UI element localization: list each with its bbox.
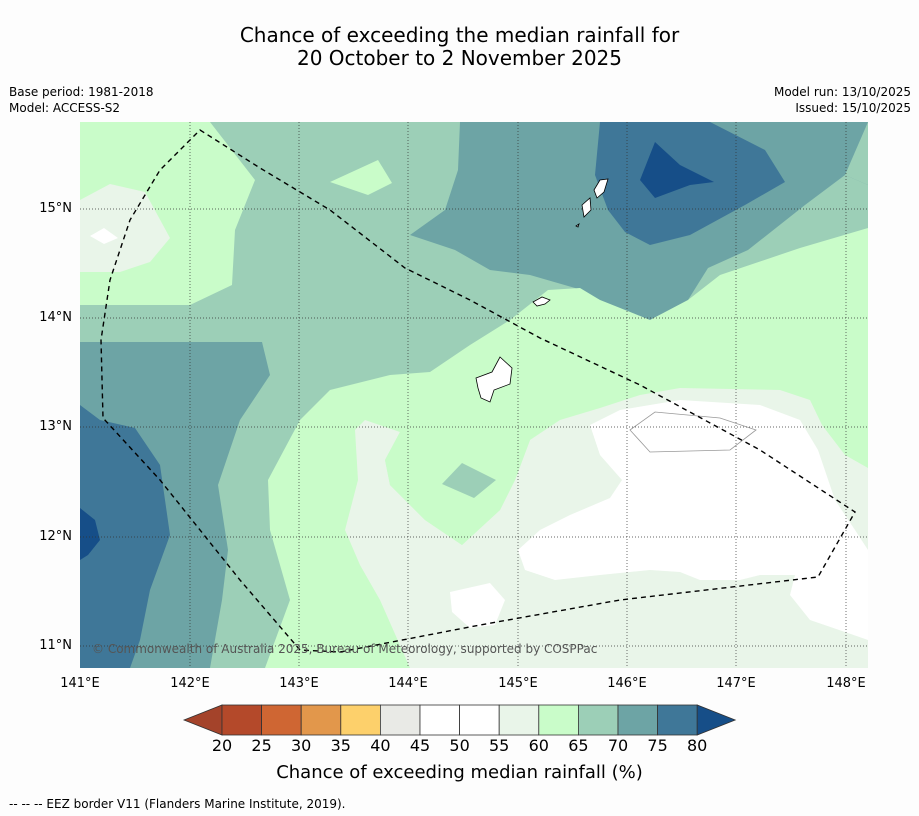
lat-tick-13: 13°N	[39, 419, 72, 434]
contour-45-50-line	[629, 411, 757, 453]
base-period-label: Base period: 1981-2018	[9, 85, 154, 99]
guam-island	[475, 356, 513, 403]
lat-tick-12: 12°N	[39, 529, 72, 544]
contour-80-plus-southwest	[80, 508, 100, 560]
lon-tick-147: 147°E	[716, 676, 756, 691]
colorbar-tick-label: 40	[370, 736, 391, 755]
colorbar-tick-label: 25	[251, 736, 272, 755]
colorbar-tick-label: 75	[647, 736, 668, 755]
colorbar-tick-label: 30	[291, 736, 312, 755]
lon-tick-142: 142°E	[170, 676, 210, 691]
contour-75-80-southwest	[80, 405, 170, 668]
lon-tick-144: 144°E	[388, 676, 428, 691]
colorbar-tick-label: 45	[409, 736, 431, 755]
copyright-notice: © Commonwealth of Australia 2025, Bureau…	[92, 642, 598, 656]
aguijan-island	[575, 223, 580, 228]
contour-65-70-corner	[845, 122, 868, 185]
islands	[475, 178, 609, 403]
saipan-island	[593, 178, 609, 199]
contour-60-65-north-patch	[330, 160, 392, 195]
colorbar-tick-label: 50	[449, 736, 470, 755]
lat-tick-11: 11°N	[39, 638, 72, 653]
eez-footnote: -- -- -- EEZ border V11 (Flanders Marine…	[9, 797, 346, 811]
colorbar-tick-label: 70	[607, 736, 629, 755]
graticule	[80, 122, 868, 668]
lon-tick-143: 143°E	[279, 676, 319, 691]
contour-50-55-west	[90, 228, 118, 244]
model-run-label: Model run: 13/10/2025	[773, 85, 911, 99]
contour-50-55-south-patch	[450, 583, 505, 628]
lat-tick-15: 15°N	[39, 201, 72, 216]
contour-65-70-patch	[442, 463, 496, 498]
lon-tick-145: 145°E	[498, 676, 538, 691]
lat-tick-14: 14°N	[39, 310, 72, 325]
eez-border	[100, 129, 856, 653]
issued-label: Issued: 15/10/2025	[795, 101, 911, 115]
colorbar-tick-label: 20	[211, 736, 233, 755]
colorbar-tick-label: 80	[687, 736, 708, 755]
lon-tick-148: 148°E	[826, 676, 866, 691]
colorbar-tick-label: 60	[528, 736, 549, 755]
colorbar-tick-label: 65	[568, 736, 589, 755]
contour-50-55-southeast	[518, 400, 868, 640]
rota-island	[532, 296, 551, 307]
map-title-line2: 20 October to 2 November 2025	[296, 46, 623, 70]
lon-tick-141: 141°E	[60, 676, 100, 691]
lon-tick-146: 146°E	[607, 676, 647, 691]
map-title-line1: Chance of exceeding the median rainfall …	[239, 23, 680, 47]
contour-80-plus-northeast	[640, 142, 714, 198]
colorbar-tick-label: 35	[330, 736, 351, 755]
contour-55-60-west	[80, 184, 170, 272]
model-label: Model: ACCESS-S2	[9, 101, 121, 115]
tinian-island	[581, 197, 592, 218]
colorbar-tick-label: 55	[489, 736, 510, 755]
colorbar-title: Chance of exceeding median rainfall (%)	[276, 762, 643, 783]
